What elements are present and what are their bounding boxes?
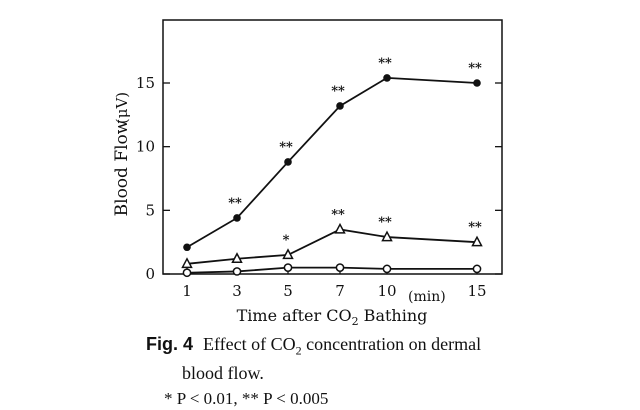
x-axis-unit: (min) bbox=[408, 289, 446, 305]
y-tick-label: 0 bbox=[145, 265, 155, 283]
data-point-filled-circle bbox=[183, 243, 191, 252]
y-tick-label: 15 bbox=[136, 74, 155, 92]
x-tick-label: 7 bbox=[335, 282, 345, 300]
x-tick-label: 15 bbox=[467, 282, 486, 300]
data-point-open-circle bbox=[382, 264, 392, 274]
y-tick-label: 10 bbox=[136, 138, 155, 156]
series-1-line bbox=[186, 76, 478, 249]
x-tick-label: 3 bbox=[232, 282, 242, 300]
data-point-open-triangle bbox=[181, 257, 193, 269]
data-point-filled-circle bbox=[383, 74, 391, 82]
significance-marker: ** bbox=[378, 215, 392, 230]
data-point-open-triangle bbox=[471, 235, 483, 247]
y-axis-unit: (μV) bbox=[113, 92, 131, 124]
data-point-open-triangle bbox=[231, 252, 243, 263]
x-tick-label: 1 bbox=[182, 282, 192, 300]
significance-note: * P < 0.01, ** P < 0.005 bbox=[164, 388, 329, 408]
caption-line-2: blood flow. bbox=[182, 362, 264, 383]
series-2-line bbox=[186, 228, 478, 265]
data-point-open-triangle bbox=[282, 248, 294, 260]
significance-marker: * bbox=[283, 233, 290, 248]
data-point-open-circle bbox=[335, 263, 345, 272]
data-point-open-circle bbox=[283, 263, 293, 272]
significance-marker: ** bbox=[468, 61, 482, 76]
data-point-open-triangle bbox=[334, 222, 346, 234]
significance-marker: ** bbox=[279, 140, 293, 155]
data-point-open-circle bbox=[472, 264, 482, 274]
y-axis-label: Blood Flow bbox=[112, 119, 132, 216]
data-point-open-triangle bbox=[381, 230, 393, 242]
caption-subscript: 2 bbox=[295, 343, 302, 358]
x-tick-label: 5 bbox=[283, 282, 293, 300]
significance-marker: ** bbox=[331, 207, 345, 222]
figure-caption: Fig. 4 Effect of CO2 concentration on der… bbox=[146, 333, 616, 410]
caption-line-1: Fig. 4 Effect of CO2 concentration on der… bbox=[146, 333, 616, 362]
figure-label: Fig. 4 bbox=[146, 334, 194, 354]
significance-marker: ** bbox=[468, 220, 482, 235]
y-tick-label: 5 bbox=[145, 201, 155, 219]
x-tick-label: 10 bbox=[377, 282, 396, 300]
series-3-line bbox=[186, 266, 477, 274]
x-axis-label: Time after CO2 Bathing bbox=[237, 306, 428, 328]
data-point-filled-circle bbox=[233, 214, 241, 222]
data-point-filled-circle bbox=[284, 158, 292, 166]
caption-text-pre: Effect of CO bbox=[203, 334, 296, 354]
data-point-open-circle bbox=[182, 268, 192, 278]
significance-marker: ** bbox=[228, 196, 242, 211]
significance-marker: ** bbox=[331, 84, 345, 99]
significance-marker: ** bbox=[378, 56, 392, 71]
data-point-filled-circle bbox=[336, 102, 344, 110]
data-point-filled-circle bbox=[473, 79, 481, 87]
plot-frame bbox=[162, 19, 503, 275]
caption-text-post: concentration on dermal bbox=[301, 334, 482, 354]
data-point-open-circle bbox=[232, 267, 242, 276]
